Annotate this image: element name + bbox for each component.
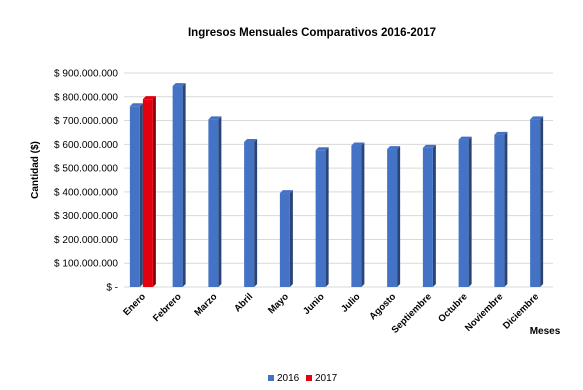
x-tick-label: Enero bbox=[121, 291, 148, 318]
bar-front bbox=[458, 139, 469, 287]
bar-front bbox=[172, 86, 183, 287]
legend-item-2017: 2017 bbox=[306, 373, 338, 384]
bar-front bbox=[422, 147, 433, 287]
y-tick-label: $ 100.000.000 bbox=[54, 259, 118, 270]
bar-front bbox=[315, 150, 326, 287]
bar-2016-enero bbox=[129, 103, 143, 288]
x-axis-ticks: Enero Febrero Marzo Abril Mayo Junio Julio Agos… bbox=[121, 291, 541, 336]
y-tick-label: $ 200.000.000 bbox=[54, 235, 118, 246]
bar-2017-enero bbox=[142, 96, 156, 288]
bar-front bbox=[244, 141, 255, 287]
y-tick-label: $ 300.000.000 bbox=[54, 211, 118, 222]
y-tick-label: $ 600.000.000 bbox=[54, 140, 118, 151]
bar-front bbox=[142, 99, 153, 288]
legend-label: 2017 bbox=[315, 373, 338, 384]
bar-2016-julio bbox=[351, 142, 365, 287]
x-tick-label: Junio bbox=[301, 291, 327, 317]
y-axis-title: Cantidad ($) bbox=[30, 141, 41, 199]
bar-2016-abril bbox=[244, 138, 258, 287]
bar-front bbox=[494, 134, 505, 287]
y-tick-label: $ 400.000.000 bbox=[54, 187, 118, 198]
legend-label: 2016 bbox=[277, 373, 300, 384]
bar-front bbox=[387, 149, 398, 287]
bar-front bbox=[208, 119, 219, 287]
x-tick-label: Abril bbox=[232, 291, 255, 314]
legend-swatch bbox=[306, 375, 312, 381]
x-tick-label: Marzo bbox=[192, 291, 219, 318]
bar-2016-febrero bbox=[172, 83, 186, 287]
x-axis-title: Meses bbox=[530, 326, 561, 337]
bar-2016-noviembre bbox=[494, 131, 508, 287]
chart-title: Ingresos Mensuales Comparativos 2016-201… bbox=[188, 27, 436, 39]
y-tick-label: $ 900.000.000 bbox=[54, 69, 118, 80]
bar-2016-marzo bbox=[208, 116, 222, 287]
bar-front bbox=[129, 106, 140, 288]
bar-2016-junio bbox=[315, 147, 329, 287]
bar-front bbox=[279, 193, 290, 287]
x-tick-label: Agosto bbox=[367, 291, 398, 322]
x-tick-label: Febrero bbox=[151, 291, 184, 324]
y-tick-label: $ - bbox=[106, 283, 118, 294]
x-tick-label: Noviembre bbox=[463, 291, 506, 334]
bar-front bbox=[351, 145, 362, 287]
gridlines bbox=[124, 72, 553, 288]
y-tick-label: $ 800.000.000 bbox=[54, 92, 118, 103]
legend-swatch bbox=[268, 375, 274, 381]
bar-front bbox=[530, 119, 541, 287]
y-tick-label: $ 500.000.000 bbox=[54, 164, 118, 175]
x-tick-label: Julio bbox=[339, 291, 363, 315]
bars bbox=[129, 83, 544, 288]
y-axis-ticks: $ - $ 100.000.000 $ 200.000.000 $ 300.000.0… bbox=[54, 69, 118, 294]
legend: 2016 2017 bbox=[268, 373, 338, 384]
x-tick-label: Octubre bbox=[436, 291, 470, 325]
bar-2016-agosto bbox=[387, 146, 401, 287]
x-tick-label: Mayo bbox=[266, 291, 291, 316]
bar-2016-octubre bbox=[458, 136, 472, 287]
bar-2016-septiembre bbox=[422, 144, 436, 287]
y-tick-label: $ 700.000.000 bbox=[54, 116, 118, 127]
bar-2016-mayo bbox=[279, 190, 293, 287]
bar-2016-diciembre bbox=[530, 116, 544, 287]
legend-item-2016: 2016 bbox=[268, 373, 300, 384]
